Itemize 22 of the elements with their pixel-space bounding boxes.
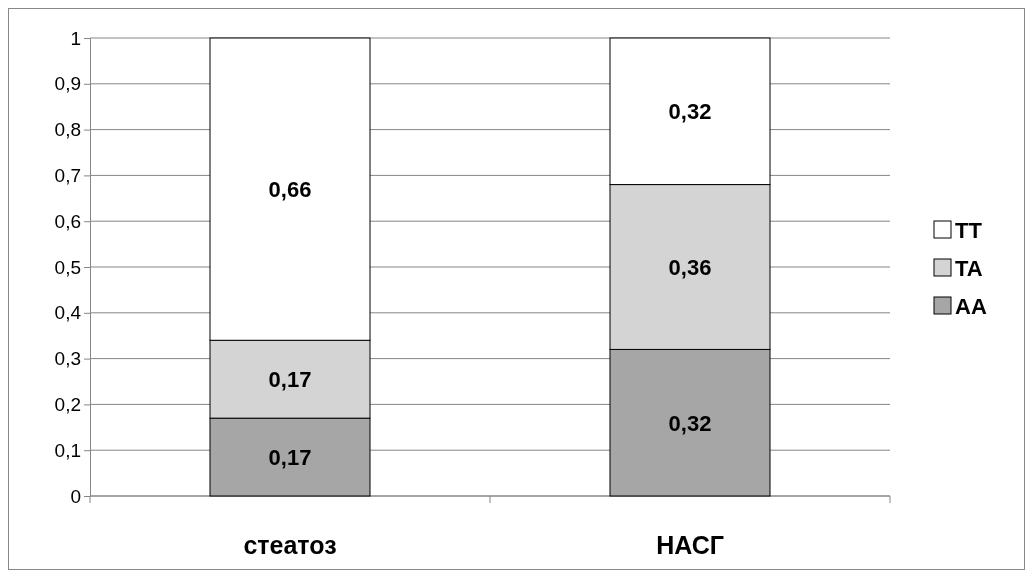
legend-label: TA xyxy=(955,256,983,281)
y-tick-label: 0 xyxy=(70,485,81,507)
data-label: 0,32 xyxy=(668,99,712,125)
data-label: 0,36 xyxy=(668,255,712,280)
legend-label: AA xyxy=(955,294,987,319)
y-tick-label: 0,3 xyxy=(54,348,81,370)
y-tick-label: 0,6 xyxy=(54,210,81,232)
y-tick-label: 0,4 xyxy=(54,302,82,324)
y-tick-label: 1 xyxy=(70,27,81,49)
y-tick-label: 0,9 xyxy=(54,73,81,95)
y-tick-label: 0,5 xyxy=(54,256,81,278)
legend-label: TT xyxy=(955,218,983,243)
data-label: 0,32 xyxy=(668,410,712,436)
data-label: 0,66 xyxy=(268,177,312,203)
x-tick-label: стеатоз xyxy=(243,531,337,559)
y-tick-label: 0,7 xyxy=(54,164,81,186)
y-tick-label: 0,2 xyxy=(54,393,81,415)
data-label: 0,17 xyxy=(268,445,312,471)
data-label: 0,17 xyxy=(268,367,312,393)
y-tick-label: 0,1 xyxy=(54,439,81,461)
y-tick-label: 0,8 xyxy=(54,119,81,141)
x-tick-label: НАСГ xyxy=(656,531,724,559)
